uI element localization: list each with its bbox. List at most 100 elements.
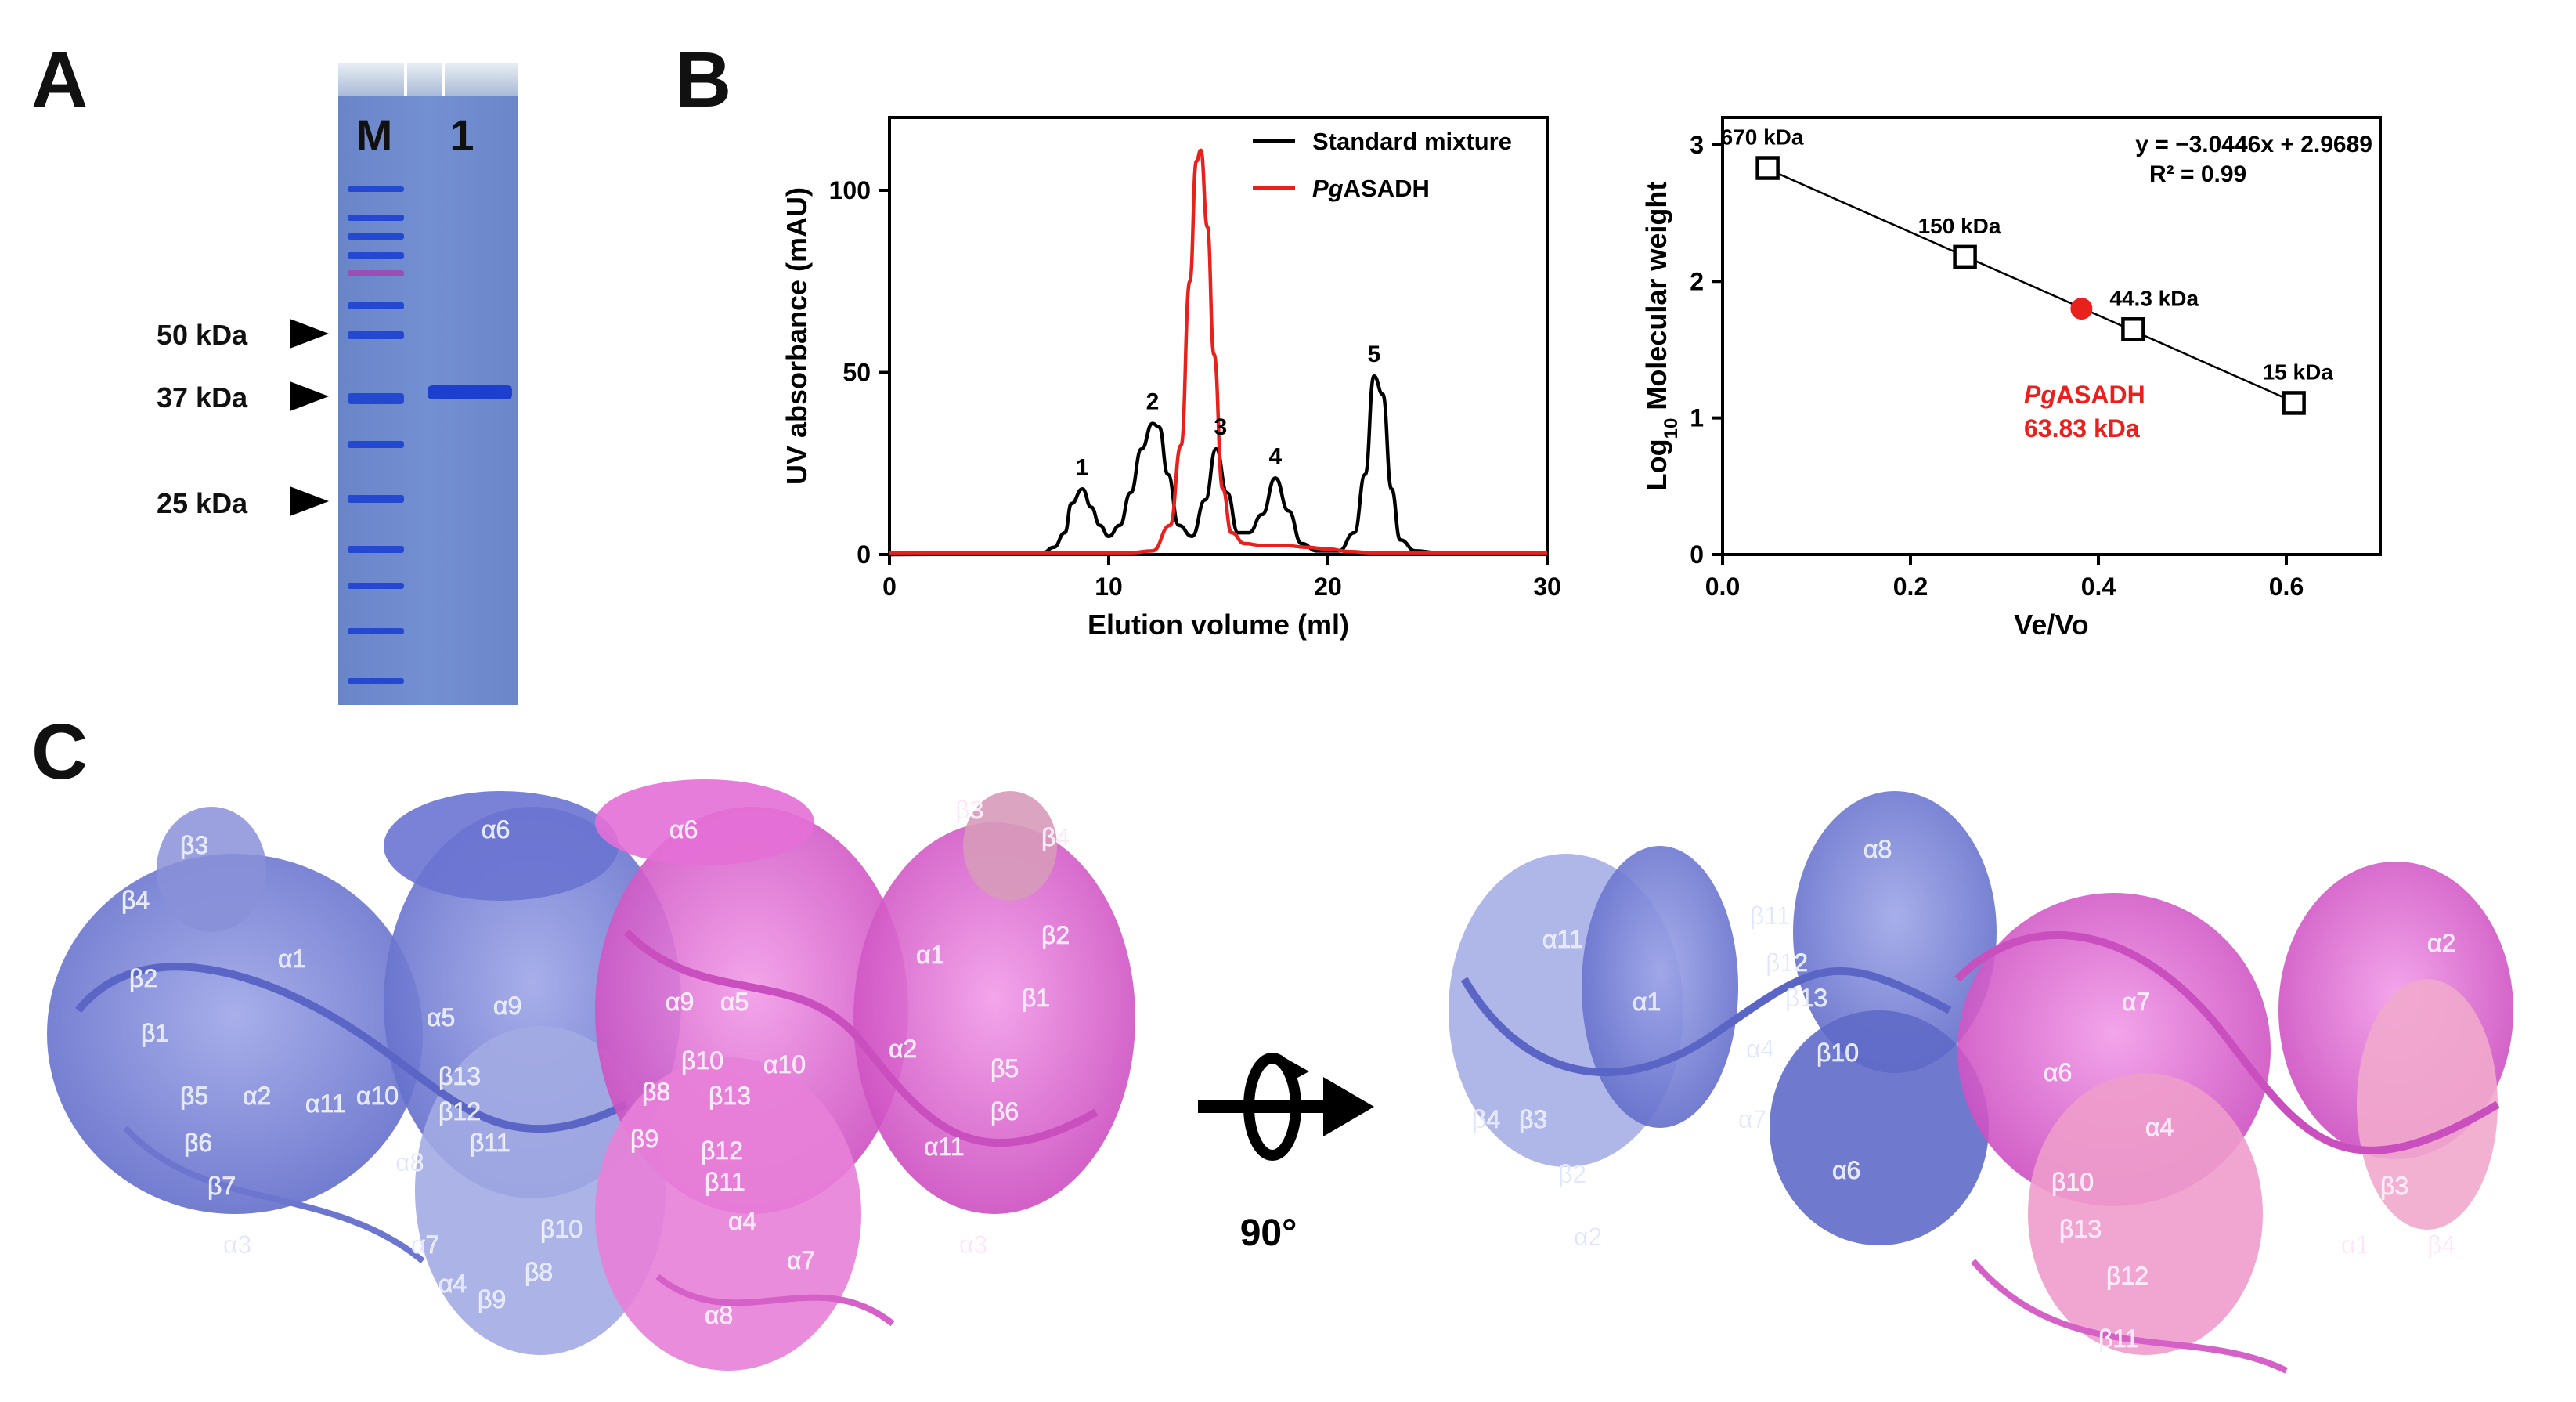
structure-label: β12 bbox=[2106, 1262, 2148, 1290]
chromatogram-xlabel: Elution volume (ml) bbox=[1088, 609, 1349, 641]
ladder-band bbox=[348, 495, 404, 503]
ladder-band bbox=[348, 233, 404, 240]
marker-arrows bbox=[290, 319, 329, 516]
structure-label: β12 bbox=[701, 1136, 743, 1165]
right-view-chain-a bbox=[1449, 791, 1997, 1245]
structure-label: α10 bbox=[356, 1082, 399, 1110]
structure-label: β6 bbox=[184, 1129, 212, 1157]
sample-label-name: PgASADH bbox=[2024, 381, 2145, 409]
lane-label-1: 1 bbox=[449, 110, 474, 160]
structure-label: α6 bbox=[669, 815, 698, 844]
ladder-band bbox=[348, 546, 404, 553]
calibration-frame bbox=[1721, 116, 2382, 556]
structure-label: β3 bbox=[955, 796, 983, 824]
standard-point-label: 15 kDa bbox=[2263, 360, 2334, 384]
calibration-chart: 0.0 0.2 0.4 0.6 0 1 2 3 670 kDa 150 kDa 44.3 kDa 1… bbox=[1640, 116, 2382, 641]
peak-label: 4 bbox=[1268, 443, 1282, 469]
structure-label: α4 bbox=[1746, 1035, 1774, 1063]
structure-label: β2 bbox=[1558, 1160, 1586, 1188]
y-tick-label: 100 bbox=[829, 176, 871, 204]
gel-panel: M 1 50 kDa 37 kDa 25 kDa bbox=[157, 63, 518, 705]
ladder-band bbox=[348, 186, 404, 192]
calibration-xlabel: Ve/Vo bbox=[2014, 609, 2088, 641]
y-tick-label: 50 bbox=[842, 359, 871, 387]
structure-label: β3 bbox=[2380, 1172, 2408, 1200]
structure-label: α1 bbox=[278, 945, 306, 973]
structure-label: β5 bbox=[180, 1082, 208, 1110]
marker-label-50: 50 kDa bbox=[157, 319, 248, 351]
structure-label: β2 bbox=[129, 964, 157, 992]
structure-label: α9 bbox=[666, 988, 694, 1016]
structure-label: α3 bbox=[959, 1230, 987, 1259]
sample-point bbox=[2070, 298, 2093, 320]
structure-label: α8 bbox=[705, 1301, 733, 1329]
structure-label: β11 bbox=[470, 1129, 511, 1157]
structure-label: β4 bbox=[1041, 823, 1070, 851]
structure-label: α7 bbox=[787, 1246, 815, 1274]
structure-label: α11 bbox=[924, 1133, 965, 1161]
structure-label: α6 bbox=[2044, 1058, 2072, 1086]
ladder-band bbox=[348, 215, 404, 221]
rotation-symbol: 90° bbox=[1198, 1053, 1374, 1254]
structure-label: α11 bbox=[1542, 925, 1583, 953]
structure-label: β10 bbox=[2051, 1168, 2094, 1196]
x-tick-label: 0.0 bbox=[1705, 573, 1740, 601]
structure-label: β13 bbox=[1785, 984, 1827, 1012]
marker-labels: 50 kDa 37 kDa 25 kDa bbox=[157, 319, 248, 519]
legend-label-pgasadh: PgASADH bbox=[1312, 175, 1430, 202]
standard-point bbox=[1953, 244, 1977, 269]
x-tick-label: 0.2 bbox=[1893, 573, 1928, 601]
structure-label: β11 bbox=[705, 1168, 745, 1196]
structure-label: α10 bbox=[763, 1050, 806, 1079]
structure-label: α2 bbox=[1574, 1223, 1602, 1251]
ladder-band bbox=[348, 583, 404, 589]
y-tick-label: 2 bbox=[1690, 267, 1704, 295]
left-view-chain-b bbox=[595, 779, 1135, 1371]
structure-label: α5 bbox=[427, 1003, 455, 1032]
lane-label-m: M bbox=[356, 110, 393, 160]
structure-label: α7 bbox=[2122, 988, 2150, 1016]
structure-label: β9 bbox=[478, 1285, 506, 1313]
ladder-band bbox=[348, 252, 404, 259]
structure-label: α2 bbox=[2427, 929, 2455, 957]
right-view-labels: α8 β11 α11 β12 α1 β13 α4 β10 β4 β3 α7 β2 α6 α2 α2 α7 α6 α… bbox=[1472, 835, 2456, 1353]
rotation-arrow-head bbox=[1323, 1077, 1374, 1136]
structure-label: β1 bbox=[141, 1019, 169, 1047]
standard-point-label: 44.3 kDa bbox=[2109, 286, 2199, 310]
x-tick-label: 10 bbox=[1095, 573, 1123, 601]
ladder-band bbox=[348, 628, 404, 634]
structure-label: β12 bbox=[438, 1097, 481, 1126]
calibration-ylabel: Log10 Molecular weight bbox=[1640, 182, 1682, 491]
structure-label: β5 bbox=[990, 1054, 1019, 1082]
structure-label: β11 bbox=[1750, 902, 1791, 930]
sample-label: PgASADH 63.83 kDa bbox=[2024, 381, 2145, 443]
structure-label: α6 bbox=[1832, 1156, 1860, 1184]
structure-label: β4 bbox=[1472, 1105, 1500, 1133]
marker-label-37: 37 kDa bbox=[157, 381, 248, 414]
rotation-loop-head bbox=[1284, 1057, 1309, 1082]
peak-label: 1 bbox=[1076, 454, 1089, 480]
ladder-band bbox=[348, 441, 404, 448]
standard-point bbox=[2121, 317, 2145, 341]
structure-label: α4 bbox=[2145, 1113, 2174, 1141]
structure-label: α6 bbox=[482, 815, 510, 844]
x-tick-label: 0.6 bbox=[2269, 573, 2304, 601]
gel-wells bbox=[338, 63, 518, 96]
structure-label: β4 bbox=[2427, 1230, 2455, 1259]
rotation-loop bbox=[1243, 1053, 1301, 1161]
ladder-bands bbox=[348, 186, 404, 684]
sample-label-value: 63.83 kDa bbox=[2024, 414, 2140, 443]
ladder-band bbox=[348, 678, 404, 684]
panel-letter-c: C bbox=[31, 708, 88, 796]
marker-arrow bbox=[290, 319, 329, 349]
structure-label: α4 bbox=[728, 1207, 756, 1235]
y-tick-label: 1 bbox=[1690, 404, 1704, 432]
structure-label: β9 bbox=[630, 1125, 658, 1153]
rotation-label: 90° bbox=[1240, 1212, 1297, 1254]
structure-label: β3 bbox=[1519, 1105, 1547, 1133]
structure-label: β13 bbox=[2059, 1215, 2102, 1243]
series-line-pgasadh bbox=[889, 148, 1547, 555]
ladder-band bbox=[348, 270, 404, 276]
structure-label: β13 bbox=[709, 1082, 751, 1110]
